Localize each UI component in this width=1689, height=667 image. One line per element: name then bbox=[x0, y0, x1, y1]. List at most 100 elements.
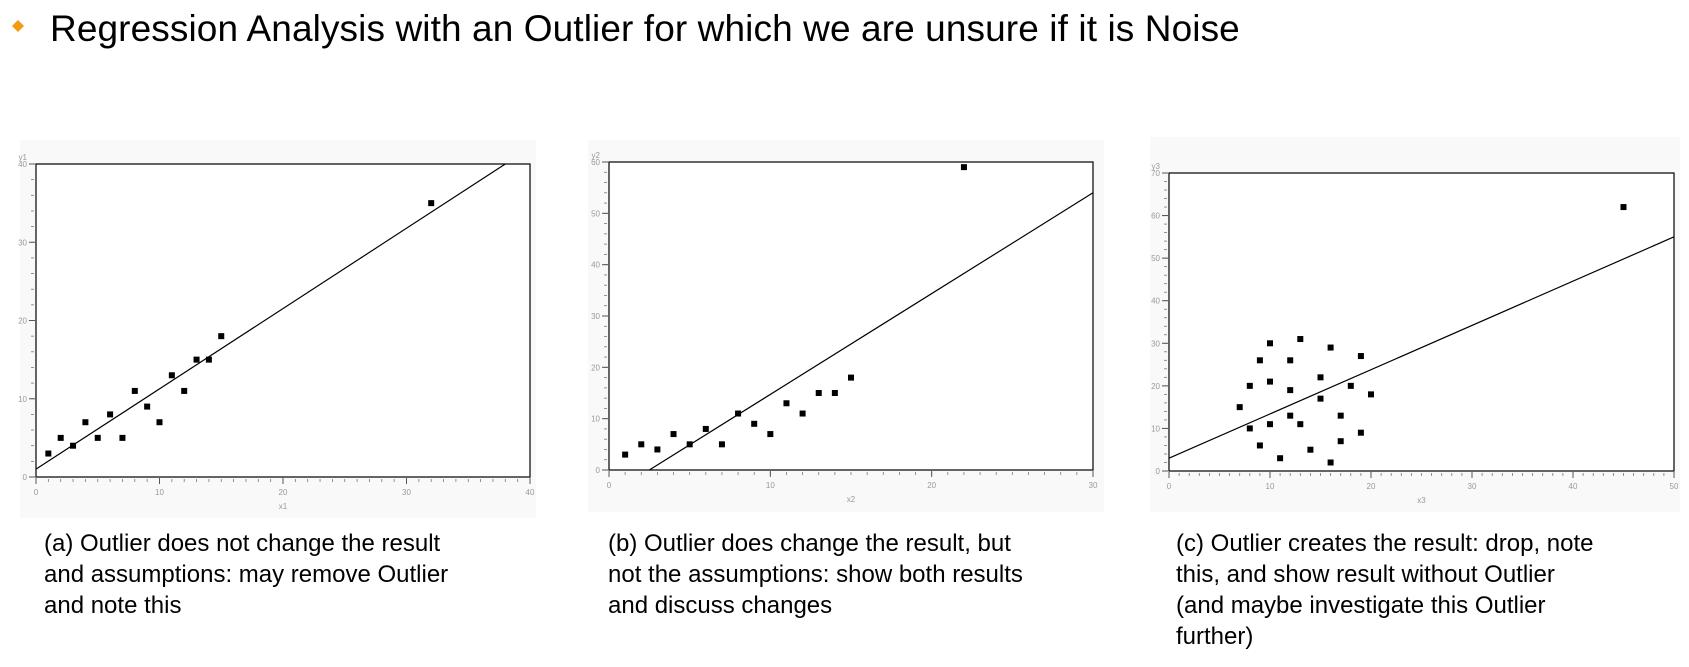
x-tick-label: 0 bbox=[34, 488, 39, 497]
y-tick-label: 60 bbox=[1151, 212, 1160, 221]
caption-a-line: and assumptions: may remove Outlier bbox=[44, 561, 449, 588]
data-point bbox=[1337, 412, 1344, 419]
scatter-plot-b-panel: 0 10 20 30 0 10 20 30 40 50 60 x2 y2 bbox=[588, 140, 1104, 512]
x-tick-label: 0 bbox=[1167, 482, 1172, 491]
plot-frame bbox=[608, 161, 1094, 471]
scatter-plot-a-panel: 0 10 20 30 40 0 10 20 30 40 x1 y1 bbox=[18, 140, 536, 518]
data-point bbox=[799, 410, 806, 417]
data-point bbox=[751, 420, 758, 427]
data-point bbox=[735, 410, 742, 417]
outlier-point bbox=[1620, 204, 1627, 211]
data-point bbox=[767, 431, 774, 438]
data-point bbox=[1307, 446, 1314, 453]
data-point bbox=[1287, 387, 1294, 394]
caption-b-line: (b) Outlier does change the result, but bbox=[608, 530, 1011, 557]
data-point bbox=[82, 419, 89, 426]
data-point bbox=[1256, 357, 1263, 364]
caption-a-line: and note this bbox=[44, 592, 182, 619]
y-tick-label: 50 bbox=[1151, 254, 1160, 263]
data-point bbox=[193, 356, 200, 363]
data-point bbox=[1368, 391, 1374, 398]
y-tick-label: 0 bbox=[23, 473, 28, 482]
data-point bbox=[1317, 395, 1324, 402]
data-point bbox=[831, 390, 838, 396]
x-tick-label: 10 bbox=[766, 481, 775, 490]
data-point bbox=[1246, 382, 1253, 389]
regression-line bbox=[649, 192, 1094, 471]
data-point bbox=[1256, 442, 1263, 449]
y-tick-label: 20 bbox=[18, 317, 27, 326]
x-tick-label: 30 bbox=[1468, 482, 1477, 491]
y-tick-label: 0 bbox=[1156, 467, 1161, 476]
plot-frame bbox=[35, 163, 531, 478]
y-tick-label: 20 bbox=[1151, 382, 1160, 391]
data-point bbox=[144, 403, 151, 410]
orange-diamond-bullet-icon bbox=[12, 20, 24, 32]
data-point bbox=[205, 356, 212, 363]
x-tick-label: 10 bbox=[155, 488, 164, 497]
plot-frame bbox=[1168, 172, 1675, 472]
scatter-plot-a: 0 10 20 30 40 0 10 20 30 40 x1 y1 bbox=[18, 153, 535, 511]
x-tick-label: 10 bbox=[1266, 482, 1275, 491]
data-point bbox=[638, 441, 645, 448]
data-point bbox=[181, 387, 188, 394]
data-point bbox=[702, 425, 709, 432]
data-point bbox=[848, 374, 854, 381]
data-point bbox=[218, 333, 225, 340]
data-point bbox=[1327, 459, 1334, 466]
x-tick-label: 40 bbox=[526, 488, 535, 497]
data-point bbox=[119, 434, 126, 441]
data-point bbox=[1267, 378, 1273, 385]
scatter-plot-c-panel: 0 10 20 30 40 50 0 10 20 30 40 50 60 70 x3 y3 bbox=[1150, 137, 1680, 512]
y-tick-label: 10 bbox=[591, 415, 600, 424]
data-point bbox=[168, 372, 175, 379]
data-point bbox=[718, 441, 725, 448]
caption-a-line: (a) Outlier does not change the result bbox=[44, 530, 441, 557]
caption-a: (a) Outlier does not change the result a… bbox=[44, 528, 448, 621]
data-point bbox=[107, 411, 114, 418]
data-point bbox=[1277, 455, 1284, 462]
regression-line bbox=[35, 163, 506, 470]
data-point bbox=[1327, 344, 1334, 351]
data-point bbox=[1287, 412, 1294, 419]
x-tick-label: 30 bbox=[402, 488, 411, 497]
data-point bbox=[1357, 429, 1364, 436]
caption-c: (c) Outlier creates the result: drop, no… bbox=[1176, 528, 1594, 652]
data-point bbox=[1337, 438, 1344, 445]
y-axis-label: y1 bbox=[19, 153, 28, 162]
data-point bbox=[654, 446, 661, 453]
x-tick-label: 20 bbox=[279, 488, 288, 497]
y-tick-label: 0 bbox=[596, 466, 601, 475]
regression-line bbox=[1168, 236, 1675, 459]
data-point bbox=[686, 441, 693, 448]
caption-c-line: (c) Outlier creates the result: drop, no… bbox=[1176, 530, 1594, 557]
x-tick-label: 20 bbox=[1367, 482, 1376, 491]
y-tick-label: 70 bbox=[1151, 169, 1160, 178]
caption-c-line: (and maybe investigate this Outlier bbox=[1176, 592, 1546, 619]
data-point bbox=[622, 451, 629, 458]
x-tick-label: 30 bbox=[1089, 481, 1098, 490]
data-point bbox=[1347, 382, 1354, 389]
scatter-plot-b: 0 10 20 30 0 10 20 30 40 50 60 x2 y2 bbox=[591, 151, 1098, 504]
y-axis-label: y3 bbox=[1152, 162, 1161, 171]
data-point bbox=[815, 390, 822, 396]
data-point bbox=[1297, 336, 1304, 343]
data-point bbox=[783, 400, 790, 407]
caption-c-line: this, and show result without Outlier bbox=[1176, 561, 1555, 588]
y-tick-label: 30 bbox=[1151, 339, 1160, 348]
data-point bbox=[94, 434, 101, 441]
y-tick-label: 50 bbox=[591, 209, 600, 218]
data-point bbox=[1357, 353, 1364, 360]
data-point bbox=[70, 442, 77, 449]
data-point bbox=[1246, 425, 1253, 432]
data-point bbox=[57, 434, 64, 441]
data-point bbox=[156, 419, 163, 426]
x-tick-label: 40 bbox=[1569, 482, 1578, 491]
y-tick-label: 30 bbox=[591, 312, 600, 321]
data-point bbox=[1297, 421, 1304, 428]
y-tick-label: 30 bbox=[18, 238, 27, 247]
outlier-point bbox=[428, 200, 435, 207]
y-tick-label: 20 bbox=[591, 363, 600, 372]
data-point bbox=[1267, 421, 1273, 428]
x-tick-label: 20 bbox=[927, 481, 936, 490]
